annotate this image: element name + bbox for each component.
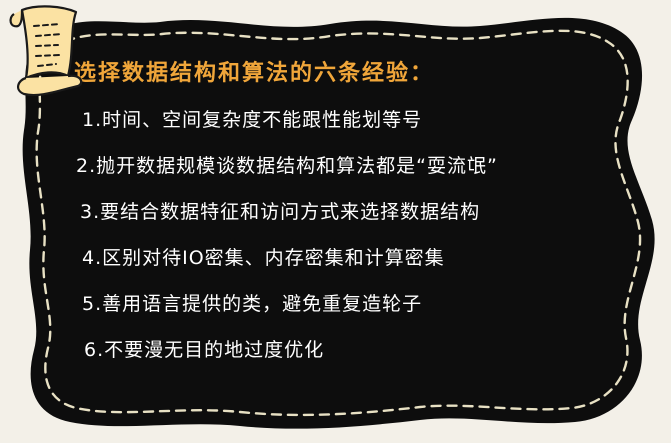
list-item-5: 5.善用语言提供的类，避免重复造轮子 (82, 293, 423, 315)
dashed-border (35, 29, 642, 417)
paper-scroll-icon (9, 5, 83, 97)
experience-list: 1.时间、空间复杂度不能跟性能划等号 2.抛开数据规模谈数据结构和算法都是“耍流… (72, 97, 572, 373)
list-item-6: 6.不要漫无目的地过度优化 (84, 339, 325, 361)
content-area: 选择数据结构和算法的六条经验： 1.时间、空间复杂度不能跟性能划等号 2.抛开数… (72, 55, 572, 373)
list-item-3: 3.要结合数据特征和访问方式来选择数据结构 (80, 201, 481, 223)
list-item-4: 4.区别对待IO密集、内存密集和计算密集 (82, 247, 445, 269)
list-item-1: 1.时间、空间复杂度不能跟性能划等号 (82, 109, 423, 131)
board-shape (22, 17, 655, 429)
card-title: 选择数据结构和算法的六条经验： (74, 61, 435, 86)
list-item-2: 2.抛开数据规模谈数据结构和算法都是“耍流氓” (76, 155, 498, 177)
